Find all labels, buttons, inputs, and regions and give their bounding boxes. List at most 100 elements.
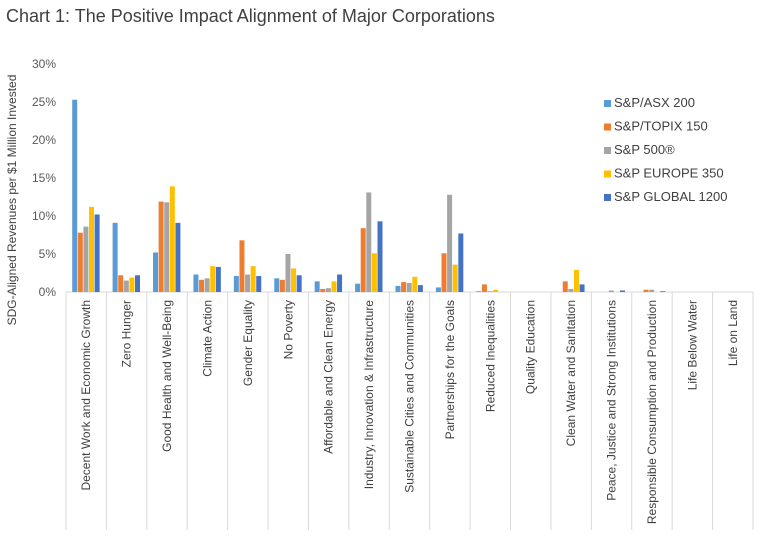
bar: [169, 186, 175, 292]
bar: [296, 275, 302, 292]
bar: [417, 285, 423, 292]
y-tick-label: 20%: [32, 133, 56, 147]
bar: [314, 281, 320, 292]
bar: [377, 221, 383, 292]
bar: [158, 201, 164, 292]
bar: [279, 279, 285, 292]
category-label: Quality Education: [524, 300, 538, 394]
bar: [193, 274, 199, 292]
bar: [83, 226, 89, 292]
bar: [573, 269, 579, 292]
bar: [476, 291, 482, 292]
bar: [256, 276, 262, 292]
bar: [441, 253, 447, 292]
bar: [579, 284, 585, 292]
bar: [285, 254, 291, 292]
y-tick-label: 5%: [39, 247, 57, 261]
bar: [164, 202, 170, 292]
legend: S&P/ASX 200 S&P/TOPIX 150 S&P 500® S&P EURO…: [604, 95, 727, 204]
bar: [649, 289, 655, 292]
chart-title: Chart 1: The Positive Impact Alignment o…: [6, 6, 495, 26]
bar: [337, 274, 343, 292]
category-label: No Poverty: [281, 300, 295, 359]
category-label: Life Below Water: [685, 300, 699, 390]
y-tick-label: 0%: [39, 285, 57, 299]
bar: [401, 282, 407, 292]
bar: [643, 289, 649, 292]
category-label: Zero Hunger: [120, 300, 134, 367]
bar: [447, 194, 453, 292]
category-label: Decent Work and Economic Growth: [79, 300, 93, 491]
bar: [619, 290, 625, 292]
category-label: Clean Water and Sanitation: [564, 300, 578, 446]
bar: [123, 280, 129, 292]
bar: [199, 279, 205, 292]
legend-swatch: [604, 194, 611, 201]
bar: [239, 240, 245, 292]
y-tick-label: 30%: [32, 57, 56, 71]
y-tick-label: 15%: [32, 171, 56, 185]
bar: [562, 281, 568, 292]
legend-swatch: [604, 170, 611, 178]
bar: [487, 291, 493, 292]
category-label: Peace, Justice and Strong Institutions: [605, 300, 619, 501]
bar: [72, 99, 78, 292]
bar: [493, 289, 499, 292]
y-tick-label: 25%: [32, 95, 56, 109]
bar: [175, 222, 181, 292]
chart-bars: [72, 99, 666, 292]
bar: [412, 276, 418, 292]
bar: [118, 275, 124, 292]
bar: [250, 266, 256, 292]
bar: [452, 264, 458, 292]
bar: [366, 192, 372, 292]
category-label: Sustainable Cities and Communities: [403, 300, 417, 493]
bar: [608, 290, 614, 292]
category-label: Affordable and Clean Energy: [322, 300, 336, 454]
legend-label: S&P/TOPIX 150: [614, 119, 708, 134]
category-label: Partnerships for the Goals: [443, 300, 457, 439]
bar: [245, 274, 251, 292]
y-tick-labels: 0% 5% 10% 15% 20% 25% 30%: [32, 57, 56, 299]
legend-label: S&P GLOBAL 1200: [614, 189, 727, 204]
bar: [274, 278, 280, 292]
category-labels: Decent Work and Economic Growth Zero Hung…: [79, 300, 740, 524]
bar: [215, 266, 221, 292]
bar: [210, 266, 216, 292]
legend-label: S&P 500®: [614, 142, 675, 157]
category-label: Climate Action: [200, 300, 214, 377]
bar: [129, 277, 135, 292]
bar: [371, 253, 377, 292]
bar: [435, 287, 441, 292]
bar: [89, 206, 95, 292]
category-label: Good Health and Well-Being: [160, 300, 174, 452]
category-label: Responsible Consumption and Production: [645, 300, 659, 524]
bar: [325, 288, 331, 292]
bar: [660, 291, 666, 292]
bar: [233, 276, 239, 292]
category-label: Gender Equality: [241, 300, 255, 386]
bar: [458, 233, 464, 292]
category-label: Life on Land: [726, 300, 740, 366]
bar: [320, 288, 326, 292]
legend-swatch: [604, 147, 611, 154]
bar: [153, 252, 159, 292]
bar: [94, 214, 100, 292]
bar: [135, 275, 141, 292]
bar: [204, 278, 210, 292]
bar: [77, 232, 83, 292]
bar: [406, 282, 412, 292]
category-label: Industry, Innovation & Infrastructure: [362, 300, 376, 490]
y-tick-label: 10%: [32, 209, 56, 223]
bar: [331, 281, 337, 292]
legend-label: S&P EUROPE 350: [614, 166, 724, 181]
bar: [395, 285, 401, 292]
bar: [291, 268, 297, 292]
category-label: Reduced Inequalities: [483, 300, 497, 412]
y-axis-label: SDG-Aligned Revenues per $1 Million Inve…: [5, 75, 19, 326]
bar: [360, 228, 366, 292]
bar: [568, 288, 574, 292]
legend-swatch: [604, 100, 611, 107]
bar: [112, 222, 118, 292]
